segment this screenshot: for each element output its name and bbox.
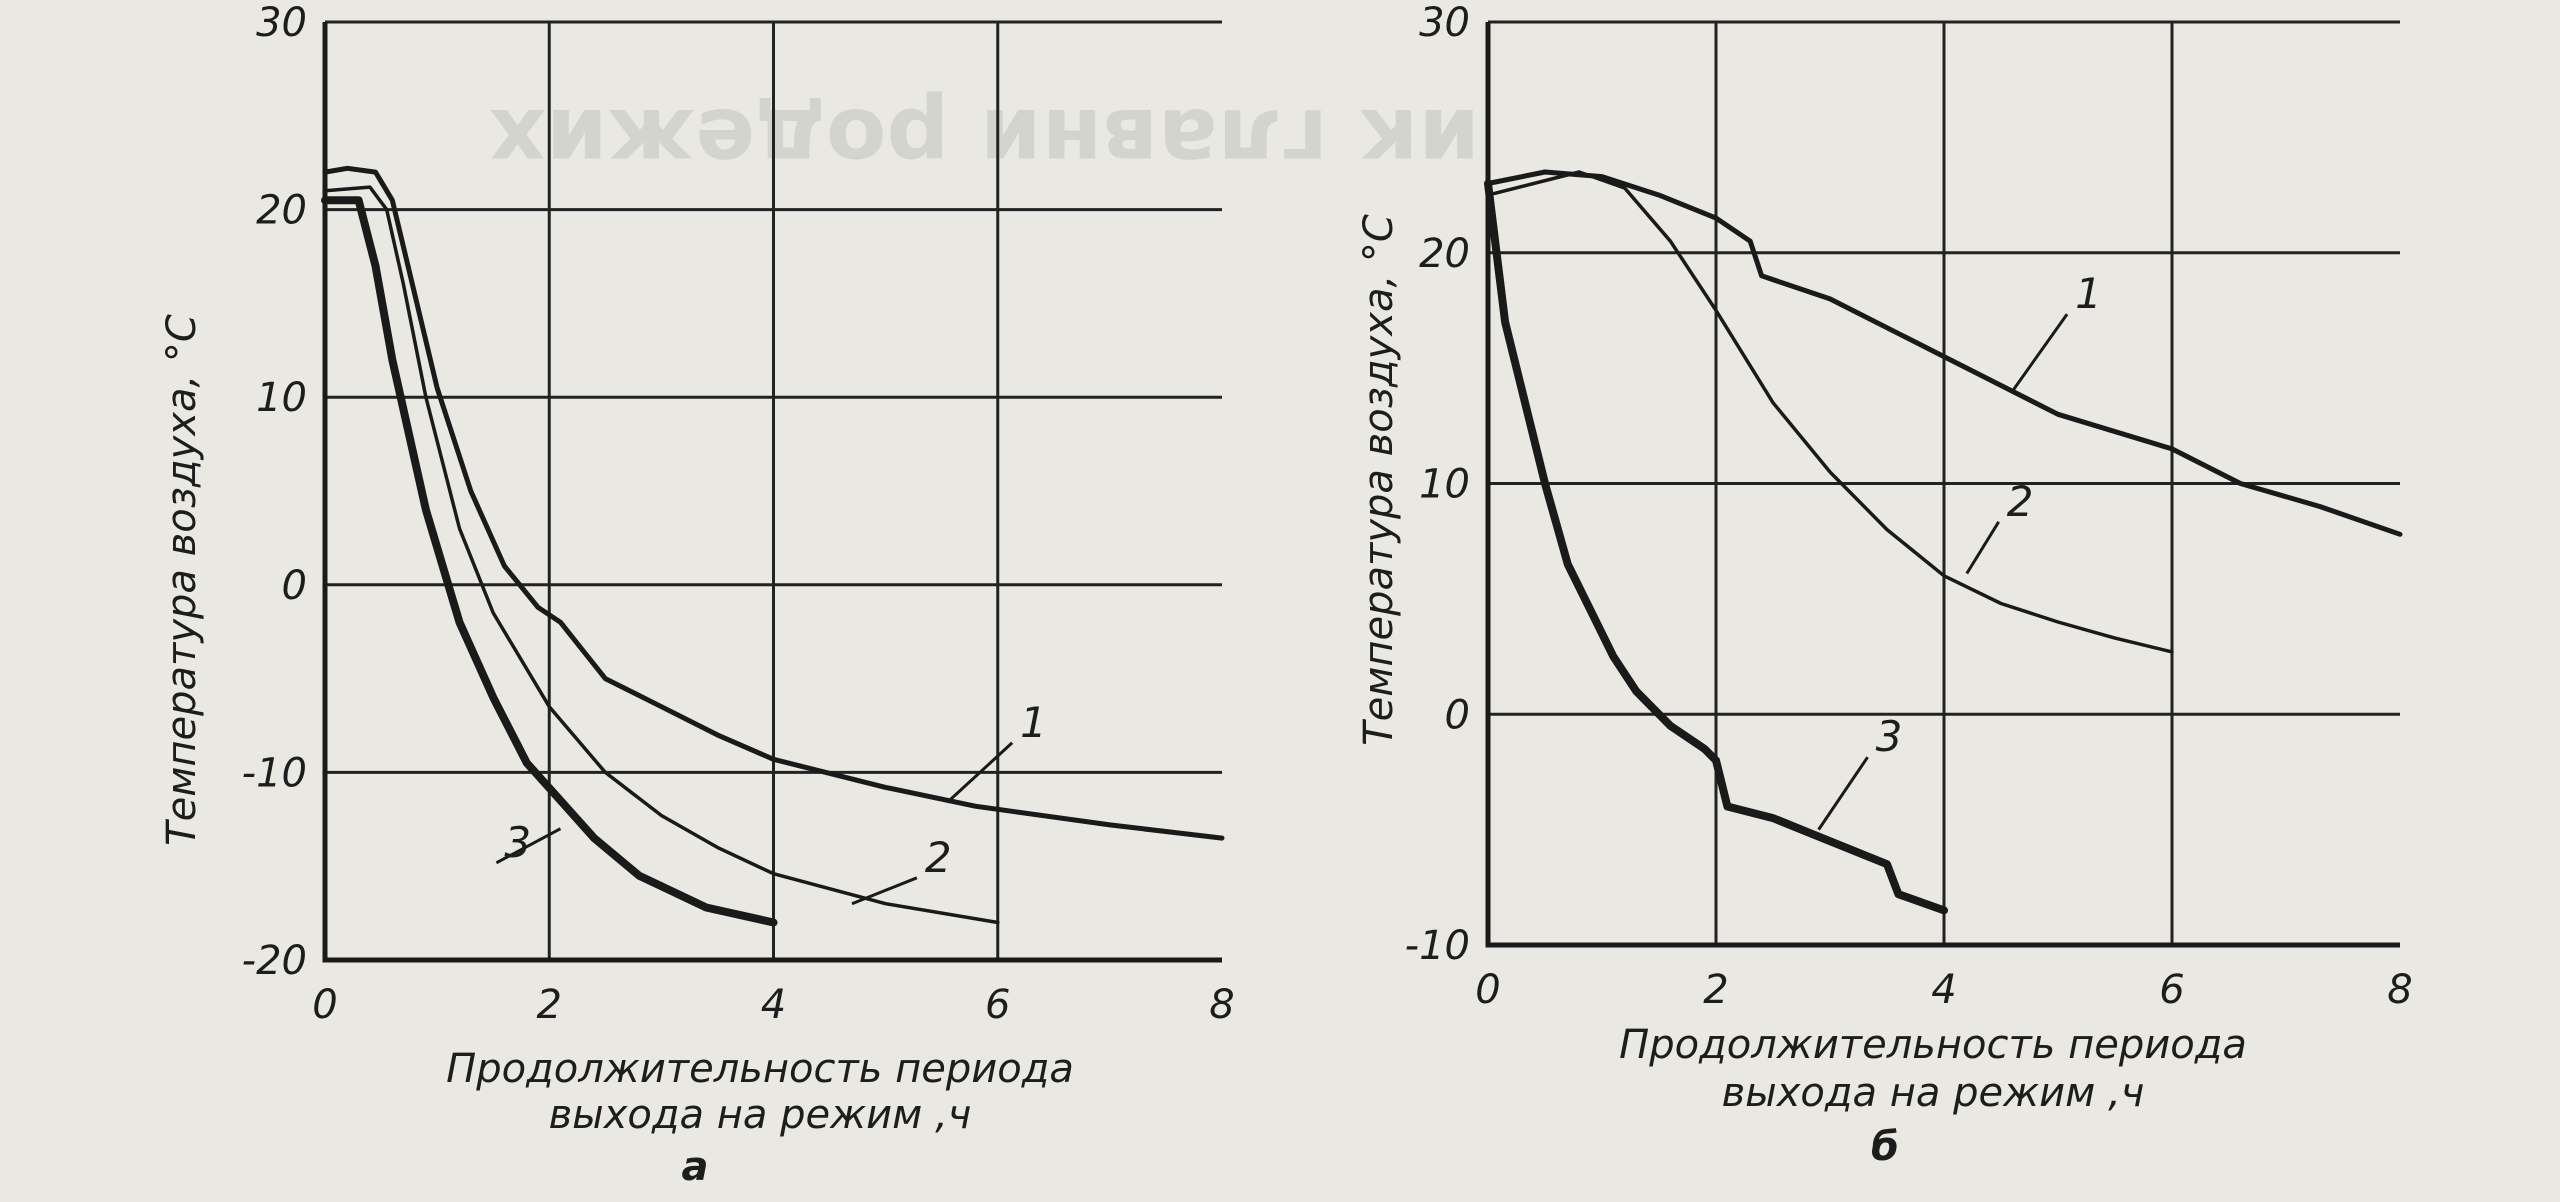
curve-label-2: 2: [925, 833, 952, 882]
curve-label-3: 3: [504, 818, 531, 867]
y-tick-label: 0: [1445, 692, 1470, 738]
leader-line-2: [1965, 521, 2000, 575]
leader-line-3: [1817, 756, 1869, 831]
series-line-2: [1486, 170, 2174, 654]
chart-panel-a: 1 2 3 -20 -10 0 10 20 30 0 2 4 6 8 Температура возд…: [159, 0, 1235, 1190]
y-tick-label: 10: [1419, 462, 1470, 508]
x-tick-label: 0: [1475, 967, 1500, 1013]
axis-frame: [1485, 22, 2400, 948]
x-tick-label: 4: [761, 982, 786, 1028]
series-line-2: [323, 185, 1000, 925]
leader-line-2: [851, 876, 918, 906]
curve-label-2: 2: [2007, 477, 2034, 526]
x-tick-label: 2: [537, 982, 562, 1028]
y-tick-label: 20: [256, 188, 307, 234]
leader-line-1: [2011, 313, 2069, 393]
plot-area-b: 1 2 3: [1484, 20, 2403, 948]
panel-label-a: а: [682, 1144, 709, 1190]
y-ticks-a: -20 -10 0 10 20 30: [242, 0, 307, 984]
curve-label-3: 3: [1876, 712, 1903, 761]
x-tick-label: 0: [312, 982, 337, 1028]
axis-frame: [322, 22, 1222, 963]
x-ticks-a: 0 2 4 6 8: [312, 982, 1234, 1028]
series-line-1: [322, 165, 1225, 841]
y-axis-title-a: Температура воздуха, °С: [159, 314, 205, 846]
x-tick-label: 6: [985, 982, 1010, 1028]
y-tick-label: -10: [1405, 923, 1470, 969]
bleed-through-text: ик главни родежих: [489, 89, 1480, 192]
x-tick-label: 8: [1209, 982, 1234, 1028]
y-tick-label: -20: [242, 938, 307, 984]
y-tick-label: 20: [1419, 231, 1470, 277]
series-line-3: [321, 196, 778, 927]
y-tick-label: -10: [242, 750, 307, 796]
x-tick-label: 8: [2387, 967, 2412, 1013]
x-tick-label: 2: [1703, 967, 1728, 1013]
plot-area-a: 1 2 3: [321, 20, 1225, 963]
x-ticks-b: 0 2 4 6 8: [1475, 967, 2412, 1013]
series-line-1: [1485, 169, 2403, 537]
x-tick-label: 6: [2159, 967, 2184, 1013]
x-axis-title-a-line1: Продолжительность периода: [446, 1046, 1074, 1092]
x-axis-title-b-line1: Продолжительность периода: [1619, 1022, 2247, 1068]
series-line-3: [1484, 179, 1948, 915]
curve-label-1: 1: [1020, 698, 1047, 747]
y-axis-title-b: Температура воздуха, °С: [1356, 214, 1402, 746]
x-tick-label: 4: [1931, 967, 1956, 1013]
leader-line-1: [946, 741, 1014, 804]
panel-label-b: б: [1871, 1124, 1899, 1170]
y-tick-label: 30: [256, 0, 307, 46]
y-tick-label: 10: [256, 375, 307, 421]
x-axis-title-a-line2: выхода на режим ,ч: [549, 1092, 972, 1138]
leader-line-3: [495, 827, 562, 865]
y-ticks-b: -10 0 10 20 30: [1405, 0, 1470, 969]
y-tick-label: 0: [282, 563, 307, 609]
curve-label-1: 1: [2075, 269, 2102, 318]
x-axis-title-b-line2: выхода на режим ,ч: [1722, 1070, 2145, 1116]
y-tick-label: 30: [1419, 0, 1470, 46]
